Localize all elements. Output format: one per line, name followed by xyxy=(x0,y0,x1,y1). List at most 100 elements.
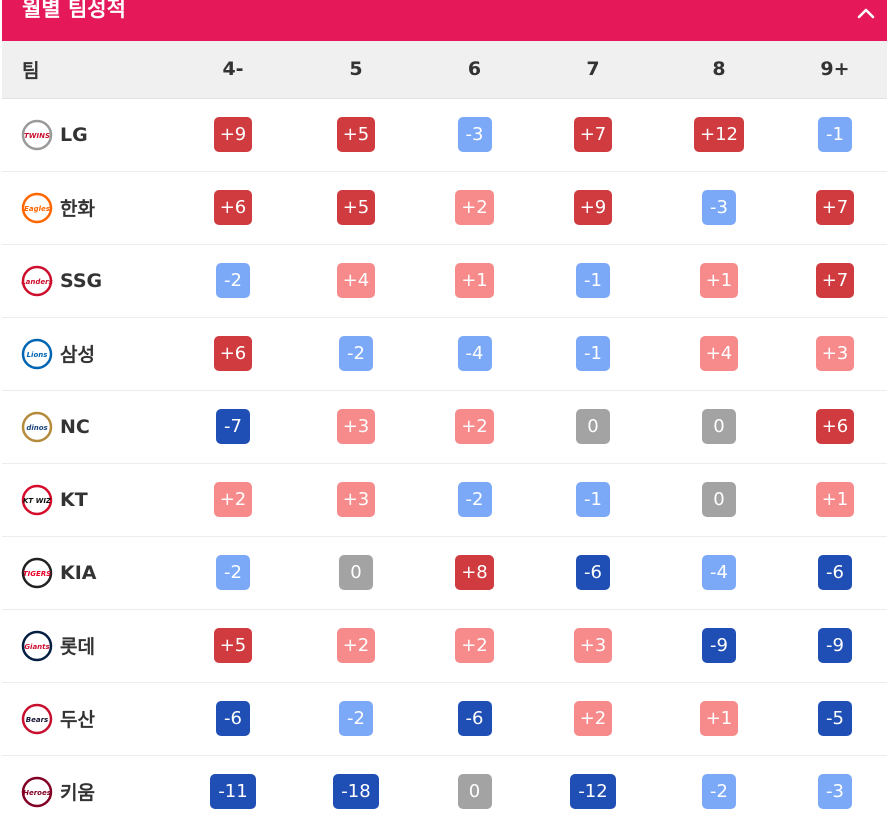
month-cell: +5 xyxy=(294,171,418,245)
month-cell: +6 xyxy=(172,317,294,391)
team-name: SSG xyxy=(60,269,103,292)
record-badge: -5 xyxy=(818,701,852,736)
month-cell: +1 xyxy=(418,244,531,318)
table-row: Landers SSG -2 +4 +1 -1 +1 +7 xyxy=(2,244,887,318)
table-header-row: 팀 4- 5 6 7 8 9+ xyxy=(2,41,887,99)
column-header-month: 6 xyxy=(418,41,531,99)
month-cell: -2 xyxy=(655,755,783,828)
team-cell: Landers SSG xyxy=(2,244,172,318)
team-cell: Bears 두산 xyxy=(2,682,172,756)
month-cell: +3 xyxy=(531,609,655,683)
record-badge: +12 xyxy=(694,117,744,152)
record-badge: +3 xyxy=(336,409,376,444)
table-row: dinos NC -7 +3 +2 0 0 +6 xyxy=(2,390,887,464)
column-header-team: 팀 xyxy=(2,41,172,99)
team-name: 롯데 xyxy=(60,636,95,658)
month-cell: +6 xyxy=(783,390,887,464)
monthly-record-table: 팀 4- 5 6 7 8 9+ TWINS LG +9 +5 -3 +7 +12 -1 Eagl… xyxy=(2,41,887,828)
record-badge: +3 xyxy=(573,628,613,663)
team-name: 삼성 xyxy=(60,344,95,366)
month-cell: -5 xyxy=(783,682,887,756)
record-badge: +1 xyxy=(815,482,855,517)
month-cell: -2 xyxy=(294,317,418,391)
eagles-logo-icon: Eagles xyxy=(20,191,54,225)
table-row: TIGERS KIA -2 0 +8 -6 -4 -6 xyxy=(2,536,887,610)
month-cell: -2 xyxy=(294,682,418,756)
month-cell: -11 xyxy=(172,755,294,828)
chevron-up-icon xyxy=(857,8,875,19)
team-name: 두산 xyxy=(60,709,95,731)
month-cell: -1 xyxy=(531,244,655,318)
record-badge: -2 xyxy=(339,336,373,371)
team-cell: Heroes 키움 xyxy=(2,755,172,828)
month-cell: -6 xyxy=(531,536,655,610)
heroes-logo-icon: Heroes xyxy=(20,775,54,809)
dinos-logo-icon: dinos xyxy=(20,410,54,444)
tigers-logo-icon: TIGERS xyxy=(20,556,54,590)
month-cell: -7 xyxy=(172,390,294,464)
month-cell: +1 xyxy=(655,244,783,318)
record-badge: -6 xyxy=(457,701,492,736)
month-cell: 0 xyxy=(294,536,418,610)
month-cell: -4 xyxy=(418,317,531,391)
month-cell: +1 xyxy=(655,682,783,756)
month-cell: -6 xyxy=(418,682,531,756)
record-badge: +6 xyxy=(815,409,855,444)
panel-header[interactable]: 월별 팀성적 xyxy=(2,0,887,41)
record-badge: -4 xyxy=(457,336,492,371)
collapse-toggle[interactable] xyxy=(853,2,879,24)
month-cell: +2 xyxy=(531,682,655,756)
month-cell: +5 xyxy=(294,98,418,172)
column-header-month: 4- xyxy=(172,41,294,99)
bears-logo-icon: Bears xyxy=(20,702,54,736)
month-cell: 0 xyxy=(531,390,655,464)
record-badge: 0 xyxy=(339,555,373,590)
giants-logo-icon: Giants xyxy=(20,629,54,663)
record-badge: -9 xyxy=(702,628,736,663)
record-badge: 0 xyxy=(457,774,492,810)
month-cell: +4 xyxy=(655,317,783,391)
record-badge: 0 xyxy=(702,409,736,444)
team-name: 한화 xyxy=(60,198,95,220)
svg-text:dinos: dinos xyxy=(26,424,47,432)
month-cell: -18 xyxy=(294,755,418,828)
month-cell: +2 xyxy=(418,609,531,683)
record-badge: +5 xyxy=(336,190,376,225)
record-badge: +2 xyxy=(455,628,494,663)
record-badge: +1 xyxy=(455,263,494,298)
record-badge: +7 xyxy=(573,117,613,152)
svg-text:Giants: Giants xyxy=(24,643,49,651)
month-cell: +2 xyxy=(172,463,294,537)
record-badge: -6 xyxy=(818,555,852,590)
table-row: Giants 롯데 +5 +2 +2 +3 -9 -9 xyxy=(2,609,887,683)
month-cell: -3 xyxy=(783,755,887,828)
panel-title: 월별 팀성적 xyxy=(22,0,126,21)
month-cell: -9 xyxy=(783,609,887,683)
table-row: Lions 삼성 +6 -2 -4 -1 +4 +3 xyxy=(2,317,887,391)
team-cell: TWINS LG xyxy=(2,98,172,172)
svg-text:Heroes: Heroes xyxy=(23,789,51,797)
table-row: KT WIZ KT +2 +3 -2 -1 0 +1 xyxy=(2,463,887,537)
record-badge: -2 xyxy=(457,482,492,517)
table-row: Eagles 한화 +6 +5 +2 +9 -3 +7 xyxy=(2,171,887,245)
team-name: KIA xyxy=(60,561,97,584)
record-badge: +5 xyxy=(213,628,253,663)
team-cell: Lions 삼성 xyxy=(2,317,172,391)
team-cell: TIGERS KIA xyxy=(2,536,172,610)
month-cell: +4 xyxy=(294,244,418,318)
month-cell: +7 xyxy=(531,98,655,172)
record-badge: +7 xyxy=(815,190,855,225)
record-badge: -9 xyxy=(818,628,852,663)
record-badge: 0 xyxy=(576,409,610,444)
month-cell: -4 xyxy=(655,536,783,610)
record-badge: -7 xyxy=(216,409,250,444)
team-cell: Giants 롯데 xyxy=(2,609,172,683)
month-cell: +5 xyxy=(172,609,294,683)
record-badge: +1 xyxy=(699,701,739,736)
svg-text:TIGERS: TIGERS xyxy=(23,570,51,578)
month-cell: +1 xyxy=(783,463,887,537)
record-badge: -18 xyxy=(333,774,379,810)
record-badge: -11 xyxy=(210,774,256,810)
month-cell: -3 xyxy=(418,98,531,172)
month-cell: -2 xyxy=(172,244,294,318)
